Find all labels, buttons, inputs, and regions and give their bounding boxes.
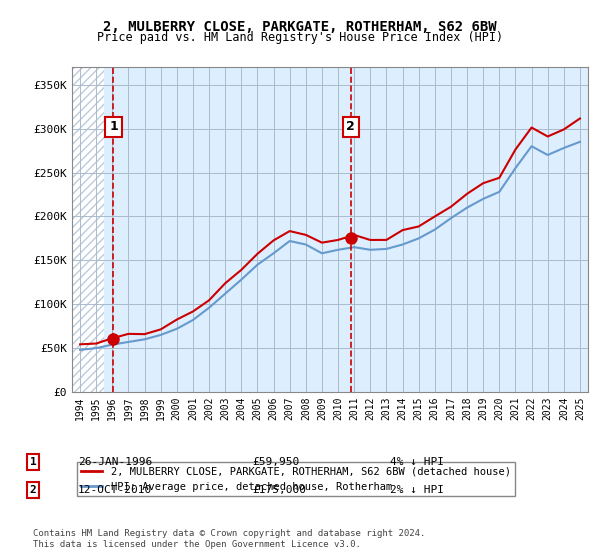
Text: £175,000: £175,000: [252, 485, 306, 495]
Text: Contains HM Land Registry data © Crown copyright and database right 2024.
This d: Contains HM Land Registry data © Crown c…: [33, 529, 425, 549]
Text: 1: 1: [109, 120, 118, 133]
Text: 2, MULBERRY CLOSE, PARKGATE, ROTHERHAM, S62 6BW: 2, MULBERRY CLOSE, PARKGATE, ROTHERHAM, …: [103, 20, 497, 34]
Text: 2: 2: [29, 485, 37, 495]
Text: 2% ↓ HPI: 2% ↓ HPI: [390, 485, 444, 495]
Text: 4% ↓ HPI: 4% ↓ HPI: [390, 457, 444, 467]
Text: 12-OCT-2010: 12-OCT-2010: [78, 485, 152, 495]
Text: 2: 2: [346, 120, 355, 133]
Text: 26-JAN-1996: 26-JAN-1996: [78, 457, 152, 467]
Bar: [72, 67, 104, 392]
Text: Price paid vs. HM Land Registry's House Price Index (HPI): Price paid vs. HM Land Registry's House …: [97, 31, 503, 44]
Legend: 2, MULBERRY CLOSE, PARKGATE, ROTHERHAM, S62 6BW (detached house), HPI: Average p: 2, MULBERRY CLOSE, PARKGATE, ROTHERHAM, …: [77, 462, 515, 496]
Text: 1: 1: [29, 457, 37, 467]
Text: £59,950: £59,950: [252, 457, 299, 467]
